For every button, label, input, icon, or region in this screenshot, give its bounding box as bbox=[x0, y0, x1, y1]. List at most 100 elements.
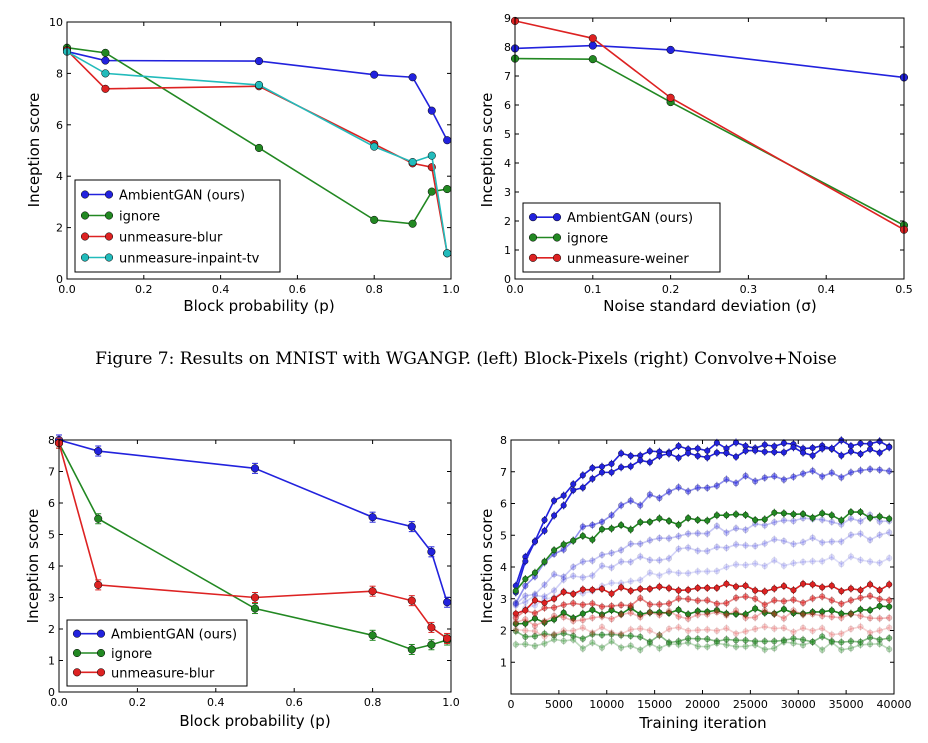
data-point bbox=[723, 512, 730, 519]
data-point bbox=[579, 586, 586, 593]
data-point bbox=[427, 106, 436, 115]
data-point bbox=[618, 502, 625, 509]
data-point bbox=[646, 627, 653, 634]
y-axis-label: Inception score bbox=[478, 509, 496, 624]
data-point bbox=[665, 585, 672, 592]
data-point bbox=[427, 547, 436, 556]
series-line-unmeasure-d bbox=[515, 625, 890, 638]
data-point bbox=[876, 513, 883, 520]
data-point bbox=[589, 522, 596, 529]
data-point bbox=[589, 464, 596, 471]
legend-label-ambientgan-ours: AmbientGAN (ours) bbox=[119, 189, 245, 204]
data-point bbox=[857, 530, 864, 537]
data-point bbox=[608, 512, 615, 519]
data-point bbox=[857, 623, 864, 630]
data-point bbox=[771, 519, 778, 526]
data-point bbox=[876, 603, 883, 610]
data-point bbox=[867, 446, 874, 453]
data-point bbox=[790, 629, 797, 636]
data-point bbox=[579, 558, 586, 565]
data-point bbox=[512, 587, 519, 594]
x-tick-label: 0.4 bbox=[212, 283, 230, 296]
x-axis-label: Noise standard deviation (σ) bbox=[603, 297, 816, 315]
data-point bbox=[867, 581, 874, 588]
y-tick-label: 3 bbox=[500, 593, 507, 606]
data-point bbox=[637, 553, 644, 560]
data-point bbox=[713, 449, 720, 456]
data-point bbox=[637, 611, 644, 618]
y-tick-label: 6 bbox=[48, 497, 55, 510]
x-tick-label: 0 bbox=[508, 698, 515, 711]
data-point bbox=[694, 627, 701, 634]
data-point bbox=[618, 632, 625, 639]
data-point bbox=[551, 587, 558, 594]
data-point bbox=[685, 627, 692, 634]
data-point bbox=[809, 638, 816, 645]
data-point bbox=[847, 610, 854, 617]
data-point bbox=[771, 536, 778, 543]
data-point bbox=[761, 563, 768, 570]
data-point bbox=[685, 635, 692, 642]
data-point bbox=[551, 631, 558, 638]
data-point bbox=[646, 640, 653, 647]
x-tick-label: 30000 bbox=[781, 698, 816, 711]
data-point bbox=[876, 466, 883, 473]
data-point bbox=[254, 143, 264, 152]
data-point bbox=[733, 541, 740, 548]
data-point bbox=[733, 643, 740, 650]
data-point bbox=[809, 638, 816, 645]
data-point bbox=[876, 438, 883, 445]
x-tick-label: 10000 bbox=[589, 698, 624, 711]
data-point bbox=[790, 517, 797, 524]
y-tick-label: 7 bbox=[500, 466, 507, 479]
data-point bbox=[656, 495, 663, 502]
data-point bbox=[637, 577, 644, 584]
data-point bbox=[541, 640, 548, 647]
data-point bbox=[838, 600, 845, 607]
data-point bbox=[761, 588, 768, 595]
y-tick-label: 2 bbox=[500, 625, 507, 638]
data-point bbox=[531, 633, 538, 640]
data-point bbox=[598, 551, 605, 558]
data-point bbox=[742, 611, 749, 618]
data-point bbox=[560, 492, 567, 499]
data-point bbox=[838, 588, 845, 595]
data-point bbox=[637, 614, 644, 621]
data-point bbox=[408, 73, 417, 82]
data-point bbox=[809, 514, 816, 521]
data-point bbox=[254, 57, 264, 66]
data-point bbox=[819, 584, 826, 591]
data-point bbox=[560, 630, 567, 637]
data-point bbox=[723, 612, 730, 619]
data-point bbox=[589, 606, 596, 613]
data-point bbox=[608, 564, 615, 571]
data-point bbox=[819, 473, 826, 480]
data-point bbox=[733, 594, 740, 601]
data-point bbox=[368, 513, 377, 522]
data-point bbox=[551, 636, 558, 643]
data-point bbox=[665, 517, 672, 524]
x-axis-label: Block probability (p) bbox=[179, 712, 330, 730]
data-point bbox=[551, 547, 558, 554]
data-point bbox=[819, 445, 826, 452]
data-point bbox=[694, 530, 701, 537]
data-point bbox=[713, 638, 720, 645]
data-point bbox=[101, 84, 110, 93]
data-point bbox=[800, 580, 807, 587]
data-point bbox=[570, 632, 577, 639]
data-point bbox=[800, 539, 807, 546]
data-point bbox=[847, 610, 854, 617]
data-point bbox=[675, 595, 682, 602]
y-tick-label: 8 bbox=[48, 434, 55, 447]
x-tick-label: 35000 bbox=[829, 698, 864, 711]
data-point bbox=[809, 610, 816, 617]
legend-swatch-marker bbox=[528, 233, 538, 242]
data-point bbox=[694, 517, 701, 524]
data-point bbox=[771, 625, 778, 632]
data-point bbox=[790, 511, 797, 518]
data-point bbox=[618, 547, 625, 554]
series-line-ambient-c bbox=[515, 468, 890, 604]
y-tick-label: 1 bbox=[500, 656, 507, 669]
data-point bbox=[867, 634, 874, 641]
data-point bbox=[541, 558, 548, 565]
